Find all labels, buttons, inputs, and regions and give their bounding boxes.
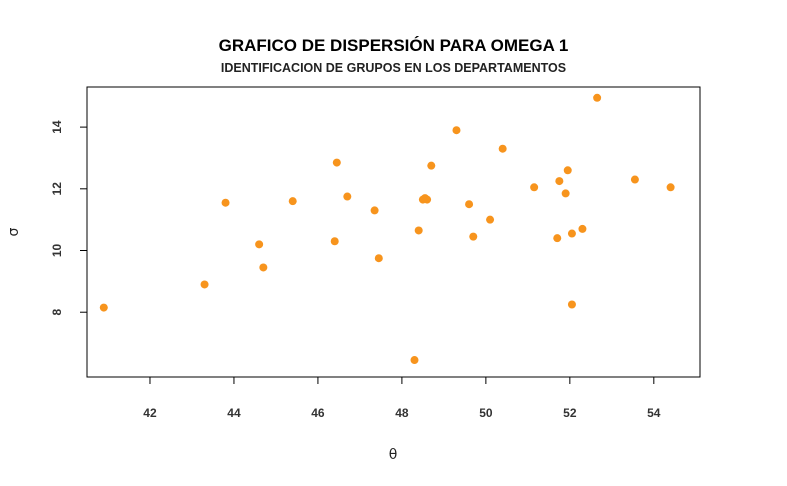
data-point	[288, 197, 297, 206]
data-point	[593, 93, 602, 102]
x-tick-label: 44	[227, 406, 241, 420]
data-point	[410, 356, 419, 365]
data-point	[259, 263, 268, 272]
data-point	[343, 192, 352, 201]
data-point	[530, 183, 539, 192]
data-point	[427, 161, 436, 170]
chart-title: GRAFICO DE DISPERSIÓN PARA OMEGA 1	[219, 36, 569, 55]
data-point	[332, 158, 341, 167]
x-axis: 42 44 46 48 50 52 54	[143, 377, 661, 420]
data-point	[414, 226, 423, 235]
data-point	[486, 215, 495, 224]
data-point	[498, 144, 507, 153]
x-tick-label: 42	[143, 406, 157, 420]
data-point	[630, 175, 639, 184]
x-tick-label: 46	[311, 406, 325, 420]
x-tick-label: 54	[647, 406, 661, 420]
data-point	[330, 237, 339, 246]
x-axis-label: θ	[389, 447, 398, 463]
data-point	[578, 224, 587, 233]
chart-subtitle: IDENTIFICACION DE GRUPOS EN LOS DEPARTAM…	[221, 61, 566, 75]
plot-frame	[86, 86, 701, 378]
data-points	[99, 93, 675, 365]
data-point	[563, 166, 572, 175]
data-point	[465, 200, 474, 209]
data-point	[452, 126, 461, 135]
data-point	[374, 254, 383, 263]
x-tick-label: 48	[395, 406, 409, 420]
data-point	[555, 177, 564, 186]
data-point	[469, 232, 478, 241]
data-point	[255, 240, 264, 249]
data-point	[567, 229, 576, 238]
x-tick-label: 50	[479, 406, 493, 420]
data-point	[423, 195, 432, 204]
data-point	[200, 280, 209, 289]
data-point	[553, 234, 562, 243]
y-tick-label: 14	[50, 120, 64, 134]
data-point	[666, 183, 675, 192]
data-point	[567, 300, 576, 309]
data-point	[370, 206, 379, 215]
y-tick-label: 12	[50, 182, 64, 196]
data-point	[221, 198, 230, 207]
x-tick-label: 52	[563, 406, 577, 420]
y-axis-label: σ	[6, 227, 22, 236]
y-tick-label: 10	[50, 244, 64, 258]
data-point	[561, 189, 570, 198]
y-axis: 8 10 12 14	[50, 120, 87, 316]
y-tick-label: 8	[50, 309, 64, 316]
data-point	[99, 303, 108, 312]
